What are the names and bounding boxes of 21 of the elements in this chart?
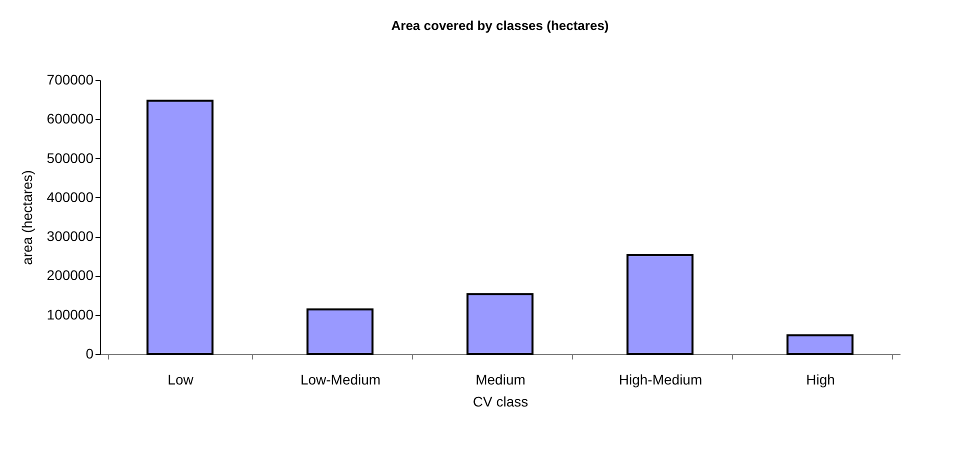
chart-title: Area covered by classes (hectares) xyxy=(391,18,609,33)
y-tick-label: 200000 xyxy=(46,267,94,284)
y-axis-title: area (hectares) xyxy=(18,170,35,265)
y-tick-label: 700000 xyxy=(46,72,94,88)
bar xyxy=(786,334,854,355)
x-axis-title: CV class xyxy=(472,394,528,410)
x-tick-label: Low xyxy=(168,372,194,388)
x-tick-label: High xyxy=(806,372,835,388)
x-tick-label: Low-Medium xyxy=(300,372,381,388)
y-tick-label: 100000 xyxy=(46,306,94,322)
y-tick-label: 0 xyxy=(86,346,94,362)
y-tick-label: 300000 xyxy=(46,228,94,244)
bar xyxy=(466,293,534,355)
bar xyxy=(146,100,214,355)
bar xyxy=(626,254,694,355)
x-tick-label: High-Medium xyxy=(618,372,702,388)
x-tick-label: Medium xyxy=(476,372,526,388)
y-tick-label: 600000 xyxy=(46,110,94,127)
y-tick-label: 400000 xyxy=(46,188,94,205)
bar xyxy=(306,308,374,355)
y-tick-label: 500000 xyxy=(46,150,94,166)
